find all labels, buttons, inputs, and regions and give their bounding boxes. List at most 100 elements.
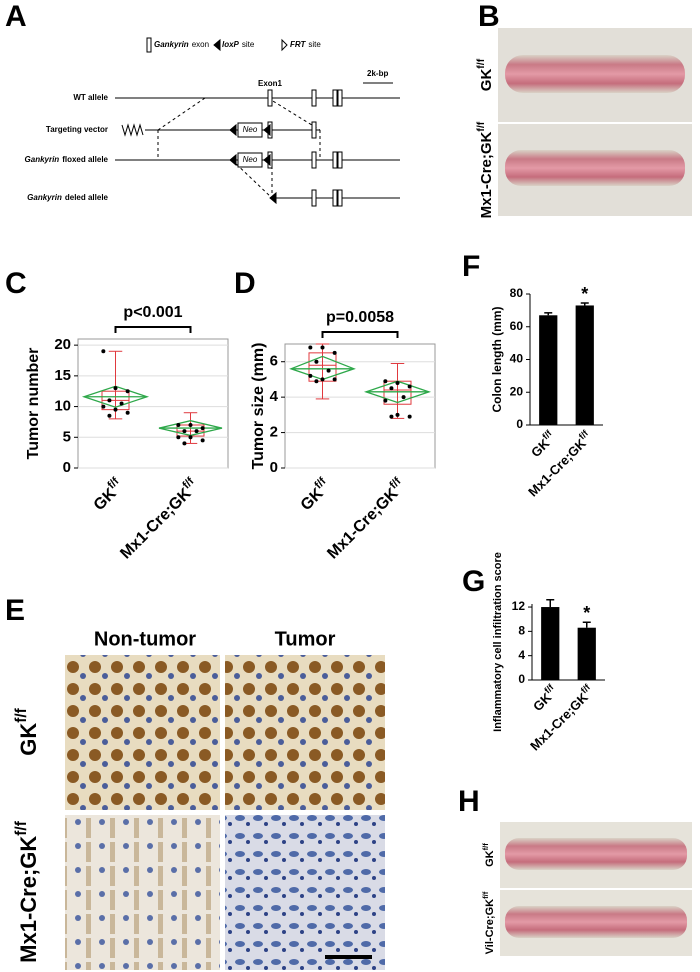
data-point — [314, 359, 319, 364]
micrograph — [225, 655, 385, 810]
data-point — [119, 401, 124, 406]
x-tick-label: Mx1-Cre;GKf/f — [526, 682, 598, 754]
data-point — [332, 377, 337, 382]
colon — [505, 150, 685, 186]
label-superscript: f/f — [13, 707, 30, 722]
y-tick-label: 4 — [518, 648, 525, 662]
data-point — [125, 410, 130, 415]
data-point — [401, 395, 406, 400]
y-tick-label: 4 — [270, 388, 279, 405]
data-point — [101, 404, 106, 409]
significance-bracket — [114, 326, 192, 333]
label-text: Mx1-Cre;GK — [478, 131, 495, 218]
bar — [539, 315, 558, 425]
row-label: Mx1-Cre;GKf/f — [13, 820, 41, 963]
x-tick-label: GKf/f — [527, 428, 560, 461]
panel-letter: G — [462, 565, 485, 598]
label-text: exon — [192, 40, 209, 49]
allele-label: WT allele — [73, 93, 108, 102]
panel-letter: E — [5, 594, 25, 627]
x-tick-label: GKf/f — [89, 475, 128, 514]
bar — [541, 607, 560, 680]
label-text: Targeting vector — [46, 125, 108, 134]
scale-label: 2k-bp — [367, 69, 388, 78]
data-point — [389, 414, 394, 419]
data-point — [308, 373, 313, 378]
panel-letter: F — [462, 250, 480, 283]
italic-text: Gankyrin — [27, 193, 62, 202]
label-text: site — [308, 40, 321, 49]
label-superscript: f/f — [13, 820, 30, 835]
data-point — [200, 426, 205, 431]
label-text: WT allele — [73, 93, 108, 102]
data-point — [395, 412, 400, 417]
data-point — [320, 345, 325, 350]
italic-text: FRT — [290, 40, 307, 49]
data-point — [107, 398, 112, 403]
label-superscript: f/f — [475, 121, 487, 131]
label-text: deled allele — [65, 193, 109, 202]
y-tick-label: 20 — [510, 384, 524, 398]
data-point — [188, 435, 193, 440]
column-label: Tumor — [275, 628, 336, 650]
p-value: p=0.0058 — [326, 309, 394, 326]
row-label: GKf/f — [481, 843, 496, 867]
row-label: Vil-Cre;GKf/f — [481, 891, 496, 954]
y-tick-label: 80 — [510, 286, 524, 300]
panel-letter: H — [458, 785, 480, 818]
label-text: GK — [478, 69, 495, 92]
y-axis-title: Tumor size (mm) — [250, 343, 267, 470]
colon — [505, 838, 687, 870]
bar — [575, 305, 594, 425]
y-tick-label: 10 — [54, 398, 71, 415]
x-tick-label: Mx1-Cre;GKf/f — [322, 475, 409, 562]
data-point — [113, 407, 118, 412]
data-point — [200, 438, 205, 443]
label-superscript: f/f — [475, 58, 487, 68]
label-text: Mx1-Cre;GK — [117, 485, 195, 563]
panel-letter: B — [478, 0, 500, 33]
x-tick-label: GKf/f — [529, 682, 562, 715]
y-tick-label: 15 — [54, 367, 71, 384]
y-tick-label: 6 — [270, 353, 278, 370]
label-text: Mx1-Cre;GK — [324, 485, 402, 563]
y-tick-label: 40 — [510, 352, 524, 366]
data-point — [407, 414, 412, 419]
y-tick-label: 0 — [270, 459, 278, 476]
colon-photos — [498, 28, 692, 216]
p-value: p<0.001 — [123, 304, 182, 321]
italic-text: loxP — [222, 40, 240, 49]
label-text: GK — [16, 723, 41, 756]
data-point — [107, 413, 112, 418]
label-text: GK — [484, 850, 496, 867]
data-point — [389, 386, 394, 391]
data-point — [125, 389, 130, 394]
data-point — [113, 386, 118, 391]
gene-diagram — [115, 37, 400, 207]
y-tick-label: 5 — [63, 428, 71, 445]
y-tick-label: 0 — [518, 672, 525, 686]
micrograph — [65, 815, 220, 970]
panel-letter: A — [5, 0, 27, 33]
data-point — [188, 423, 193, 427]
colon — [505, 55, 685, 93]
significance-star: * — [581, 284, 588, 304]
panel-letter: C — [5, 267, 27, 300]
x-tick-label: Mx1-Cre;GKf/f — [524, 428, 596, 500]
colon — [505, 906, 687, 938]
y-axis-title: Tumor number — [25, 348, 42, 460]
label-text: floxed allele — [62, 155, 108, 164]
data-point — [383, 398, 388, 403]
italic-text: Gankyrin — [25, 155, 60, 164]
row-label: GKf/f — [13, 707, 41, 755]
y-tick-label: 0 — [516, 417, 523, 431]
neo-label: Neo — [243, 155, 258, 164]
data-point — [176, 435, 181, 440]
legend-entry: Gankyrin exon — [154, 40, 209, 49]
bar — [577, 627, 596, 680]
legend-entry: FRT site — [290, 40, 321, 49]
label-text: Mx1-Cre;GK — [16, 836, 41, 963]
data-point — [395, 380, 400, 385]
plot-frame — [77, 338, 229, 469]
